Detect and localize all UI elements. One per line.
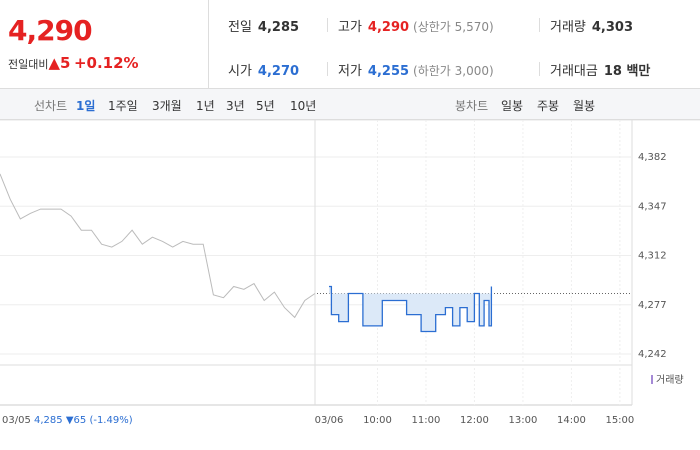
change-pct: +0.12%	[73, 54, 139, 72]
change: 전일대비▲5 +0.12%	[8, 54, 139, 72]
y-tick-label: 4,382	[638, 152, 667, 163]
change-value: 5	[60, 54, 71, 72]
tab-group-label: 선차트	[34, 99, 68, 113]
stat-value: 4,290	[367, 20, 410, 35]
stat-value: 18 백만	[603, 64, 651, 79]
tab[interactable]: 10년	[290, 99, 317, 113]
tab[interactable]: 월봉	[573, 99, 596, 113]
stat: 거래대금 18 백만	[550, 60, 650, 79]
area-fill	[329, 286, 492, 332]
tab[interactable]: 3개월	[152, 99, 182, 113]
tab[interactable]: 1주일	[108, 99, 138, 113]
price-panel: 4,290 전일대비▲5 +0.12%	[0, 0, 209, 88]
stat-value: 4,270	[257, 64, 300, 79]
tab[interactable]: 5년	[256, 99, 275, 113]
stat: 전일 4,285	[228, 16, 299, 35]
tab-bar: 선차트 1일 1주일 3개월 1년 3년 5년 10년 봉차트 일봉 주봉 월봉	[0, 89, 700, 120]
y-tick-label: 4,277	[638, 300, 667, 311]
stat-label: 전일	[228, 20, 252, 35]
price: 4,290	[8, 14, 93, 47]
tab[interactable]: 1년	[196, 99, 215, 113]
footer-price: 4,285	[34, 415, 63, 426]
x-tick-label: 03/06	[315, 415, 344, 426]
tab-group-label: 봉차트	[455, 99, 489, 113]
separator	[327, 18, 328, 32]
stat-value: 4,303	[591, 20, 634, 35]
x-tick-label: 10:00	[363, 415, 392, 426]
stat-note: (하한가 3,000)	[413, 64, 494, 78]
stat-note: (상한가 5,570)	[413, 20, 494, 34]
y-tick-label: 4,347	[638, 201, 667, 212]
stat-label: 고가	[338, 20, 362, 35]
stat-label: 저가	[338, 64, 362, 79]
x-tick-label: 11:00	[412, 415, 441, 426]
line-series	[0, 173, 316, 319]
change-label: 전일대비	[8, 58, 49, 71]
quote-header: 4,290 전일대비▲5 +0.12% 전일 4,285 고가 4,290 (상한가 5…	[0, 0, 700, 89]
y-tick-label: 4,242	[638, 349, 667, 360]
tab[interactable]: 3년	[226, 99, 245, 113]
stat-value: 4,285	[257, 20, 300, 35]
footer-date: 03/05	[2, 415, 31, 426]
tab[interactable]: 주봉	[537, 99, 560, 113]
tab[interactable]: 일봉	[501, 99, 524, 113]
footer-pct: (-1.49%)	[89, 415, 132, 426]
x-tick-label: 15:00	[605, 415, 634, 426]
y-tick-label: 4,312	[638, 251, 667, 262]
tab[interactable]: 1일	[76, 99, 96, 113]
stat-label: 거래량	[550, 20, 586, 35]
chart: 4,382 4,347 4,312 4,277 4,242 03/06 10:00 11:00…	[0, 120, 700, 426]
stat-label: 거래대금	[550, 64, 598, 79]
stat-label: 시가	[228, 64, 252, 79]
line-series	[329, 285, 493, 333]
stat-value: 4,255	[367, 64, 410, 79]
separator	[539, 18, 540, 32]
stat: 저가 4,255 (하한가 3,000)	[338, 60, 494, 79]
legend-swatch	[651, 375, 653, 384]
stat: 거래량 4,303	[550, 16, 633, 35]
footer-quote: 4,285 ▼65 (-1.49%)	[34, 415, 133, 426]
x-tick-label: 14:00	[557, 415, 586, 426]
footer-change: ▼65	[66, 415, 86, 426]
x-tick-label: 12:00	[460, 415, 489, 426]
separator	[327, 62, 328, 76]
separator	[539, 62, 540, 76]
x-tick-label: 13:00	[509, 415, 538, 426]
legend-label: 거래량	[656, 374, 684, 386]
stat: 고가 4,290 (상한가 5,570)	[338, 16, 494, 35]
change-arrow: ▲	[48, 54, 61, 72]
stat: 시가 4,270	[228, 60, 299, 79]
